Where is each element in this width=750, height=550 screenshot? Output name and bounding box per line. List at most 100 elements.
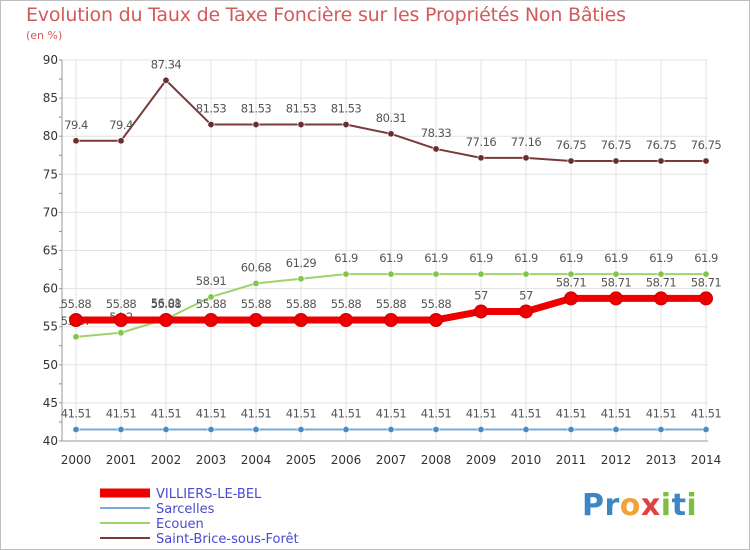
data-point bbox=[117, 329, 125, 337]
x-tick-label: 2013 bbox=[646, 453, 677, 467]
x-tick-label: 2004 bbox=[241, 453, 272, 467]
data-point bbox=[252, 425, 260, 433]
data-label: 61.9 bbox=[334, 251, 358, 265]
data-point bbox=[387, 270, 395, 278]
data-point bbox=[297, 425, 305, 433]
data-label: 76.75 bbox=[691, 138, 722, 152]
legend-label: VILLIERS-LE-BEL bbox=[156, 487, 262, 502]
data-point bbox=[432, 425, 440, 433]
data-label: 55.88 bbox=[196, 297, 227, 311]
data-label: 41.51 bbox=[601, 406, 632, 420]
data-point bbox=[252, 121, 260, 129]
data-point bbox=[657, 270, 665, 278]
data-point bbox=[432, 270, 440, 278]
data-point bbox=[387, 130, 395, 138]
x-tick-label: 2009 bbox=[466, 453, 497, 467]
data-label: 58.71 bbox=[601, 275, 632, 289]
data-point bbox=[657, 157, 665, 165]
y-tick-label: 75 bbox=[43, 167, 58, 181]
data-label: 41.51 bbox=[421, 406, 452, 420]
y-tick-label: 85 bbox=[43, 91, 58, 105]
data-point bbox=[297, 275, 305, 283]
data-label: 87.34 bbox=[151, 57, 182, 71]
data-point bbox=[384, 312, 398, 327]
x-tick-label: 2010 bbox=[511, 453, 542, 467]
data-point bbox=[159, 312, 173, 327]
data-label: 41.51 bbox=[196, 406, 227, 420]
data-point bbox=[477, 425, 485, 433]
data-label: 76.75 bbox=[601, 138, 632, 152]
chart-title: Evolution du Taux de Taxe Foncière sur l… bbox=[26, 4, 626, 26]
data-point bbox=[207, 121, 215, 129]
data-point bbox=[69, 312, 83, 327]
y-tick-label: 45 bbox=[43, 396, 58, 410]
data-point bbox=[342, 425, 350, 433]
y-tick-label: 40 bbox=[43, 434, 58, 448]
data-point bbox=[567, 157, 575, 165]
legend-label: Ecouen bbox=[156, 517, 204, 532]
unit-label: (en %) bbox=[26, 29, 63, 42]
data-label: 58.71 bbox=[646, 275, 677, 289]
data-label: 41.51 bbox=[556, 406, 587, 420]
data-label: 41.51 bbox=[331, 406, 362, 420]
data-label: 61.9 bbox=[604, 251, 628, 265]
data-point bbox=[699, 291, 713, 306]
data-label: 55.88 bbox=[331, 297, 362, 311]
data-point bbox=[114, 312, 128, 327]
data-label: 41.51 bbox=[376, 406, 407, 420]
data-label: 61.29 bbox=[286, 256, 317, 270]
data-label: 61.9 bbox=[424, 251, 448, 265]
data-label: 41.51 bbox=[511, 406, 542, 420]
data-label: 61.9 bbox=[649, 251, 673, 265]
data-label: 41.51 bbox=[151, 406, 182, 420]
x-tick-label: 2006 bbox=[331, 453, 362, 467]
data-label: 77.16 bbox=[466, 135, 497, 149]
data-label: 55.88 bbox=[421, 297, 452, 311]
data-label: 61.9 bbox=[694, 251, 718, 265]
x-tick-label: 2002 bbox=[151, 453, 182, 467]
data-label: 57 bbox=[519, 288, 533, 302]
data-point bbox=[342, 121, 350, 129]
data-label: 77.16 bbox=[511, 135, 542, 149]
data-point bbox=[477, 154, 485, 162]
data-point bbox=[702, 157, 710, 165]
data-point bbox=[612, 425, 620, 433]
y-tick-label: 70 bbox=[43, 205, 58, 219]
data-point bbox=[339, 312, 353, 327]
data-label: 80.31 bbox=[376, 111, 407, 125]
data-point bbox=[117, 137, 125, 145]
y-tick-label: 90 bbox=[43, 53, 58, 67]
x-tick-label: 2001 bbox=[106, 453, 137, 467]
data-label: 41.51 bbox=[241, 406, 272, 420]
data-point bbox=[162, 425, 170, 433]
data-point bbox=[522, 270, 530, 278]
data-label: 55.88 bbox=[241, 297, 272, 311]
data-label: 55.88 bbox=[61, 297, 92, 311]
data-label: 61.9 bbox=[469, 251, 493, 265]
legend-label: Sarcelles bbox=[156, 502, 215, 517]
data-label: 41.51 bbox=[286, 406, 317, 420]
data-point bbox=[72, 425, 80, 433]
y-tick-label: 50 bbox=[43, 358, 58, 372]
data-point bbox=[249, 312, 263, 327]
data-point bbox=[612, 270, 620, 278]
data-point bbox=[657, 425, 665, 433]
data-label: 41.51 bbox=[61, 406, 92, 420]
data-label: 81.53 bbox=[196, 102, 227, 116]
data-label: 79.4 bbox=[64, 118, 88, 132]
y-tick-label: 80 bbox=[43, 129, 58, 143]
data-label: 41.51 bbox=[106, 406, 137, 420]
data-label: 41.51 bbox=[646, 406, 677, 420]
data-point bbox=[429, 312, 443, 327]
data-point bbox=[654, 291, 668, 306]
data-label: 58.91 bbox=[196, 274, 227, 288]
data-label: 76.75 bbox=[646, 138, 677, 152]
data-point bbox=[564, 291, 578, 306]
data-point bbox=[702, 270, 710, 278]
legend-label: Saint-Brice-sous-Forêt bbox=[156, 532, 299, 547]
proxiti-logo: Proxiti bbox=[582, 488, 698, 523]
x-tick-label: 2003 bbox=[196, 453, 227, 467]
x-tick-label: 2014 bbox=[691, 453, 722, 467]
data-point bbox=[522, 425, 530, 433]
